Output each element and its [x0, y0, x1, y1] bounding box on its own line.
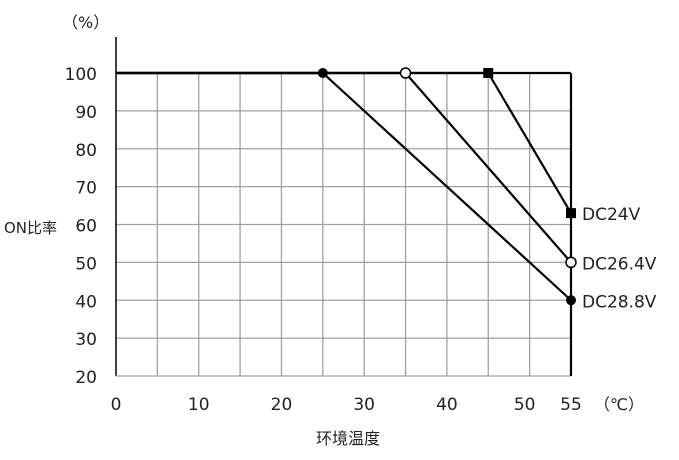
- filled-circle-marker: [317, 68, 328, 78]
- x-tick-label: 40: [436, 395, 458, 415]
- series-line: [116, 71, 572, 214]
- y-tick-label: 70: [75, 179, 97, 199]
- series-line: [116, 71, 572, 264]
- open-circle-marker: [399, 67, 412, 79]
- y-tick-label: 40: [75, 292, 97, 312]
- series-label: DC24V: [582, 205, 641, 225]
- y-axis-label: ON比率: [4, 219, 57, 237]
- grid: [116, 73, 571, 376]
- y-tick-label: 50: [75, 254, 97, 274]
- open-circle-marker: [565, 256, 577, 269]
- x-tick-label: 55: [560, 395, 582, 415]
- series-label: DC26.4V: [582, 254, 657, 274]
- series-label: DC28.8V: [582, 292, 657, 312]
- y-tick-label: 20: [75, 368, 97, 388]
- x-tick-label: 10: [188, 395, 210, 415]
- x-tick-label: 30: [353, 395, 375, 415]
- series: DC24V DC26.4V DC28.8V: [116, 67, 657, 312]
- labels: （%） ON比率 （℃） 环境温度: [4, 13, 644, 448]
- x-tick-label: 50: [514, 395, 536, 415]
- y-tick-label: 90: [75, 103, 97, 123]
- square-marker: [566, 208, 576, 219]
- filled-circle-marker: [566, 295, 576, 306]
- y-tick-label: 60: [75, 217, 97, 237]
- x-tick-label: 20: [271, 395, 293, 415]
- y-tick-label: 30: [75, 330, 97, 350]
- x-axis-label: 环境温度: [316, 429, 380, 448]
- square-marker: [483, 68, 494, 78]
- y-tick-label: 100: [65, 65, 97, 85]
- x-unit: （℃）: [594, 395, 644, 414]
- x-tick-label: 0: [111, 395, 122, 415]
- y-unit: （%）: [62, 13, 109, 32]
- y-tick-label: 80: [75, 141, 97, 161]
